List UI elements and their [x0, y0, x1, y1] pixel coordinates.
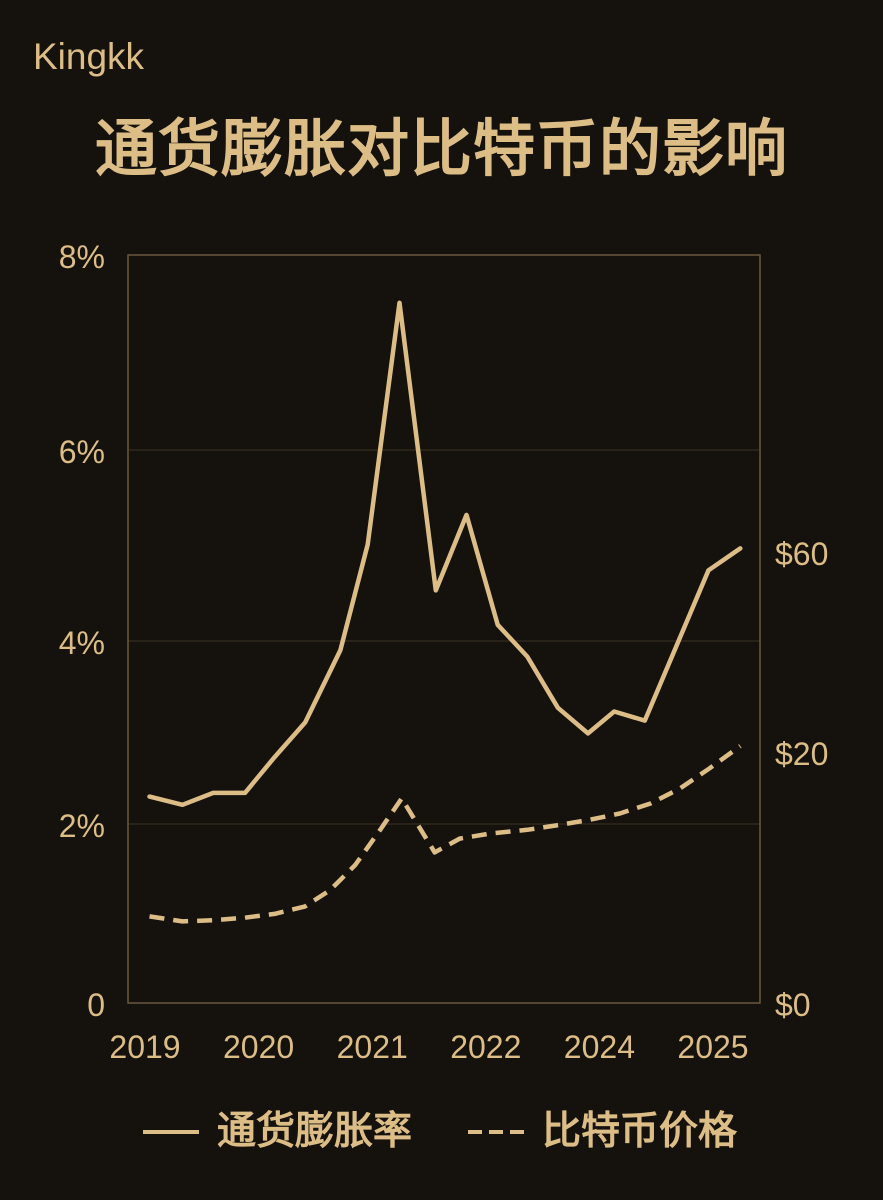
y-left-tick-label: 0	[87, 987, 105, 1023]
x-tick-label: 2024	[564, 1029, 635, 1065]
plot-frame	[127, 254, 761, 1004]
y-axis-right: $0 $20 $60	[775, 536, 828, 1023]
y-axis-left: 0 2% 4% 6% 8%	[59, 239, 105, 1023]
x-tick-label: 2025	[677, 1029, 748, 1065]
chart-title: 通货膨胀对比特币的影响	[94, 115, 788, 184]
y-right-tick-label: $20	[775, 736, 828, 772]
x-tick-label: 2019	[109, 1029, 180, 1065]
y-left-tick-label: 4%	[59, 625, 105, 661]
y-left-tick-label: 2%	[59, 808, 105, 844]
legend-item-inflation-rate: 通货膨胀率	[143, 1106, 412, 1158]
legend-swatch-dashed	[468, 1130, 524, 1134]
y-left-tick-label: 8%	[59, 239, 105, 275]
legend-label-inflation-rate: 通货膨胀率	[217, 1110, 413, 1153]
x-axis: 2019 2020 2021 2022 2024 2025	[109, 1029, 748, 1065]
y-left-tick-label: 6%	[59, 434, 105, 470]
bitcoin-price-line	[149, 744, 742, 924]
y-right-tick-label: $0	[775, 987, 811, 1023]
x-tick-label: 2020	[223, 1029, 294, 1065]
x-tick-label: 2022	[450, 1029, 521, 1065]
gridlines	[128, 449, 760, 825]
series	[147, 300, 743, 924]
legend-label-bitcoin-price: 比特币价格	[542, 1110, 738, 1153]
inflation-rate-line	[147, 300, 743, 808]
x-tick-label: 2021	[337, 1029, 408, 1065]
legend-swatch-solid	[143, 1130, 199, 1134]
legend-item-bitcoin-price: 比特币价格	[468, 1106, 737, 1158]
brand-name: Kingkk	[33, 36, 145, 77]
y-right-tick-label: $60	[775, 536, 828, 572]
